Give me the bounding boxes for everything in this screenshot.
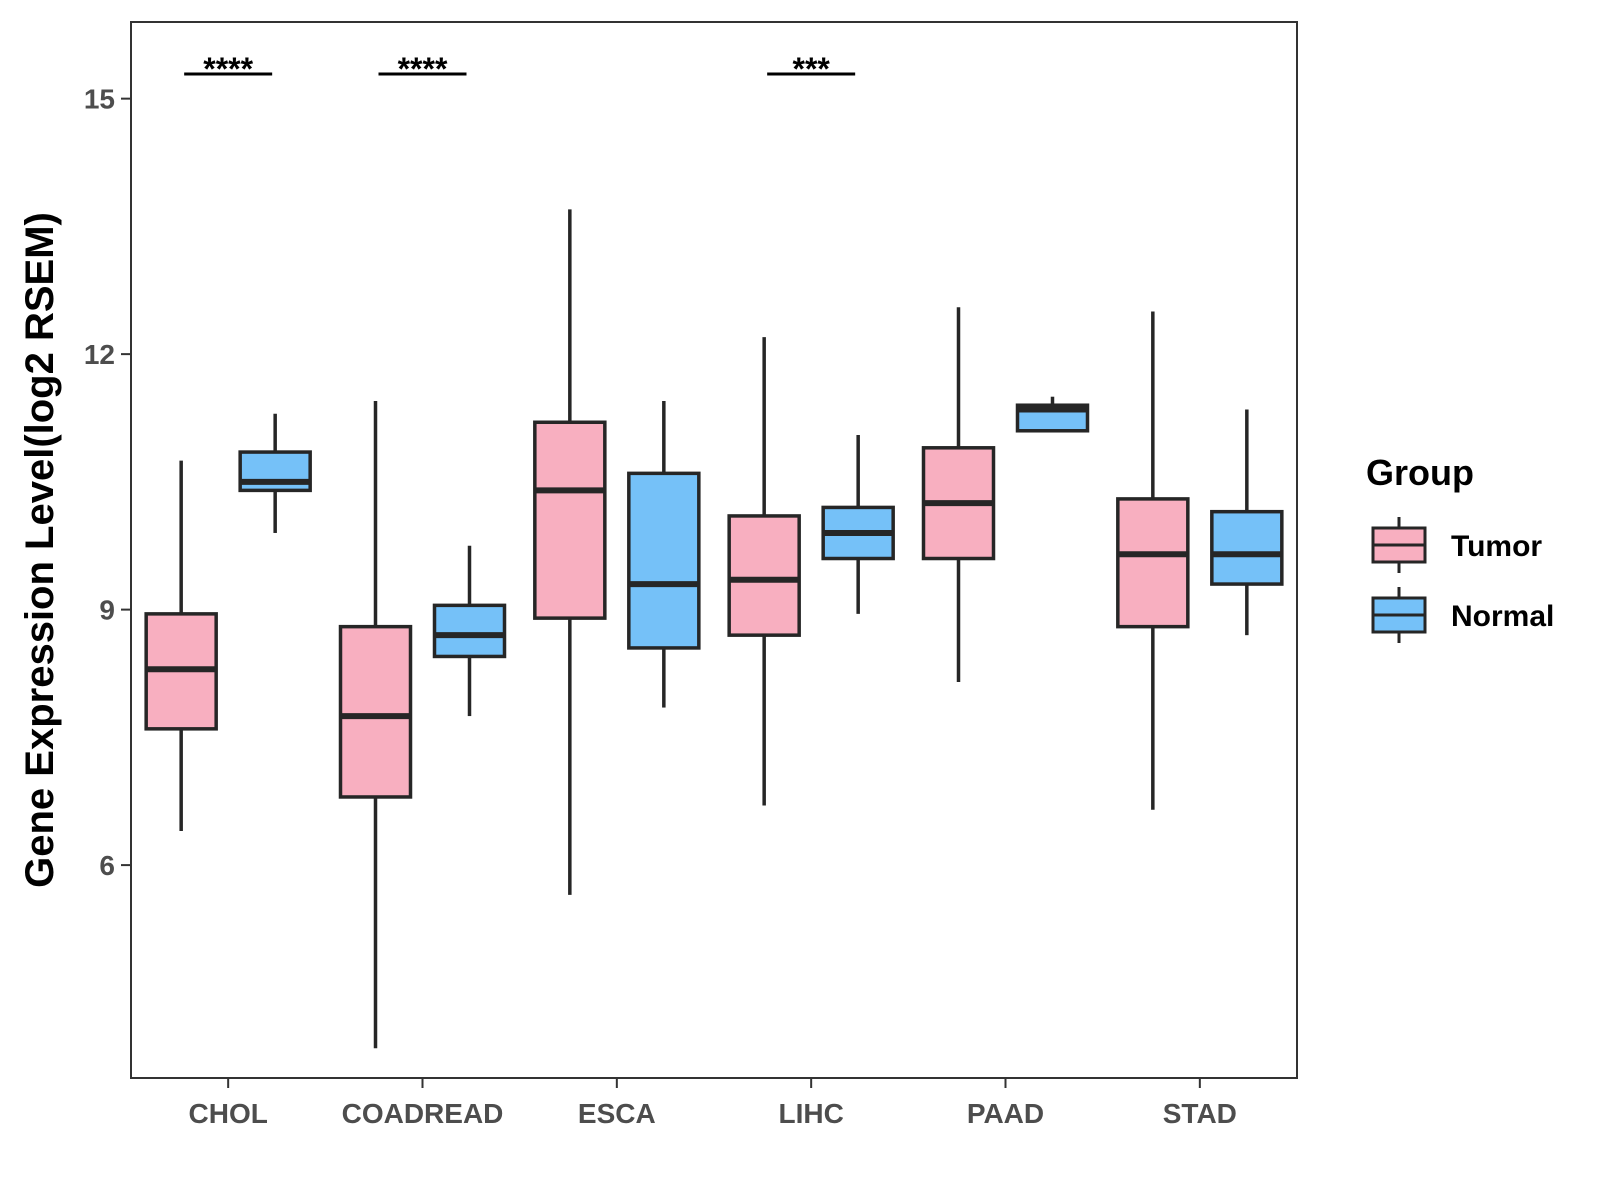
box-body xyxy=(432,603,507,659)
significance-label: *** xyxy=(792,51,830,87)
box-body xyxy=(533,420,607,620)
box-normal-lihc xyxy=(821,435,895,614)
box-body xyxy=(627,471,701,650)
legend-item-normal: Normal xyxy=(1371,587,1554,643)
box-series xyxy=(144,209,1284,1049)
significance-label: **** xyxy=(203,51,253,87)
box-normal-paad xyxy=(1015,396,1090,433)
y-tick-label: 15 xyxy=(84,84,115,115)
significance-annotations: **** **** *** xyxy=(184,51,856,87)
legend: Group Tumor Normal xyxy=(1366,452,1554,643)
box-normal-chol xyxy=(238,413,312,533)
legend-item-tumor: Tumor xyxy=(1371,517,1542,573)
box-normal-coadread xyxy=(432,545,507,717)
box-tumor-chol xyxy=(144,460,218,832)
box-tumor-coadread xyxy=(338,400,413,1049)
x-tick-label: LIHC xyxy=(779,1098,844,1129)
x-tick-label: ESCA xyxy=(578,1098,656,1129)
x-tick-label: COADREAD xyxy=(342,1098,504,1129)
y-tick-label: 12 xyxy=(84,339,115,370)
y-axis: 6 9 12 15 xyxy=(84,84,131,881)
x-tick-label: CHOL xyxy=(189,1098,268,1129)
box-normal-esca xyxy=(627,400,701,708)
y-tick-label: 9 xyxy=(99,595,115,626)
y-tick-label: 6 xyxy=(99,850,115,881)
x-tick-label: PAAD xyxy=(967,1098,1044,1129)
box-tumor-paad xyxy=(921,307,996,682)
box-body xyxy=(1116,497,1190,629)
box-tumor-stad xyxy=(1116,311,1190,810)
box-body xyxy=(1210,509,1284,586)
box-tumor-esca xyxy=(533,209,607,895)
legend-label: Tumor xyxy=(1451,530,1542,563)
significance-label: **** xyxy=(398,51,448,87)
box-body xyxy=(338,624,413,799)
x-axis: CHOL COADREAD ESCA LIHC PAAD STAD xyxy=(189,1078,1237,1129)
legend-label: Normal xyxy=(1451,600,1554,633)
legend-title: Group xyxy=(1366,452,1474,493)
x-tick-label: STAD xyxy=(1163,1098,1237,1129)
box-normal-stad xyxy=(1210,409,1284,636)
box-tumor-lihc xyxy=(727,337,801,806)
plot-panel xyxy=(130,21,1298,1079)
box-body xyxy=(727,514,801,637)
y-axis-title: Gene Expression Level(log2 RSEM) xyxy=(18,212,62,888)
